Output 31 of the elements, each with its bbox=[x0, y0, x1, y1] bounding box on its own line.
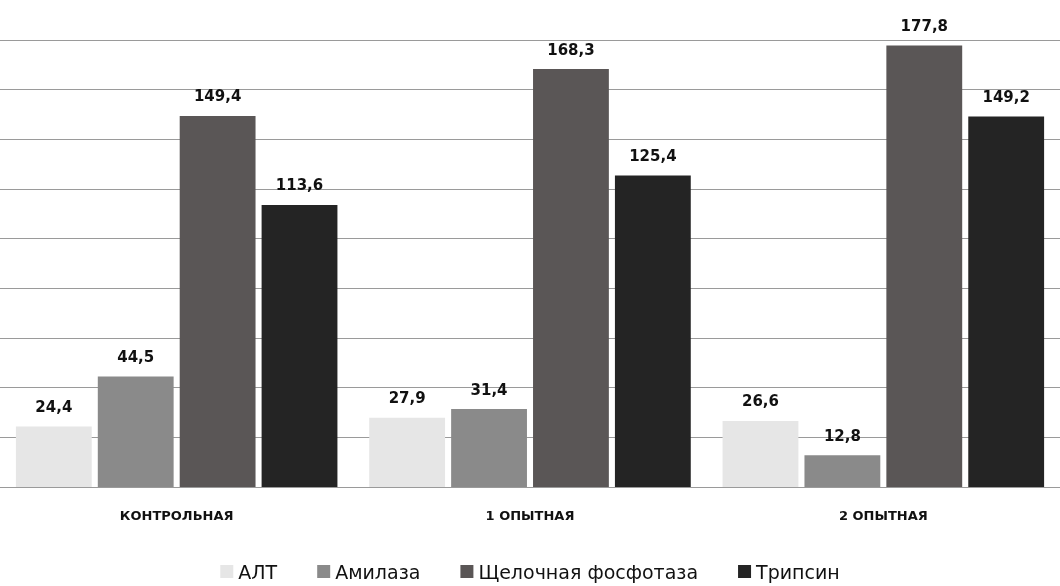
x-tick-label: 2 ОПЫТНАЯ bbox=[838, 508, 928, 523]
legend-label: Щелочная фосфотаза bbox=[478, 560, 699, 583]
bar bbox=[968, 116, 1045, 487]
data-label: 113,6 bbox=[275, 176, 324, 195]
data-label: 177,8 bbox=[900, 16, 949, 35]
bar bbox=[451, 409, 527, 487]
legend-label: Трипсин bbox=[755, 560, 840, 583]
x-tick-label: 1 ОПЫТНАЯ bbox=[485, 508, 575, 523]
data-label: 149,2 bbox=[982, 87, 1030, 106]
bar bbox=[369, 417, 446, 487]
data-label: 149,4 bbox=[193, 87, 242, 106]
bar bbox=[533, 69, 609, 487]
bar bbox=[179, 115, 256, 487]
data-label: 168,3 bbox=[547, 40, 595, 59]
data-label: 24,4 bbox=[35, 397, 73, 416]
data-label: 26,6 bbox=[741, 392, 779, 411]
bar bbox=[261, 204, 338, 487]
x-tick-label: КОНТРОЛЬНАЯ bbox=[119, 508, 234, 523]
data-label: 27,9 bbox=[388, 389, 426, 408]
legend-label: АЛТ bbox=[238, 560, 278, 583]
data-label: 31,4 bbox=[470, 380, 508, 399]
bar bbox=[15, 426, 92, 487]
legend-label: Амилаза bbox=[335, 560, 421, 583]
bar bbox=[97, 376, 174, 487]
bar bbox=[886, 45, 963, 487]
data-label: 125,4 bbox=[629, 147, 677, 166]
data-label: 44,5 bbox=[117, 347, 155, 366]
bar bbox=[614, 175, 691, 487]
data-label: 12,8 bbox=[823, 426, 861, 445]
bar bbox=[722, 420, 799, 487]
bar bbox=[804, 455, 881, 487]
